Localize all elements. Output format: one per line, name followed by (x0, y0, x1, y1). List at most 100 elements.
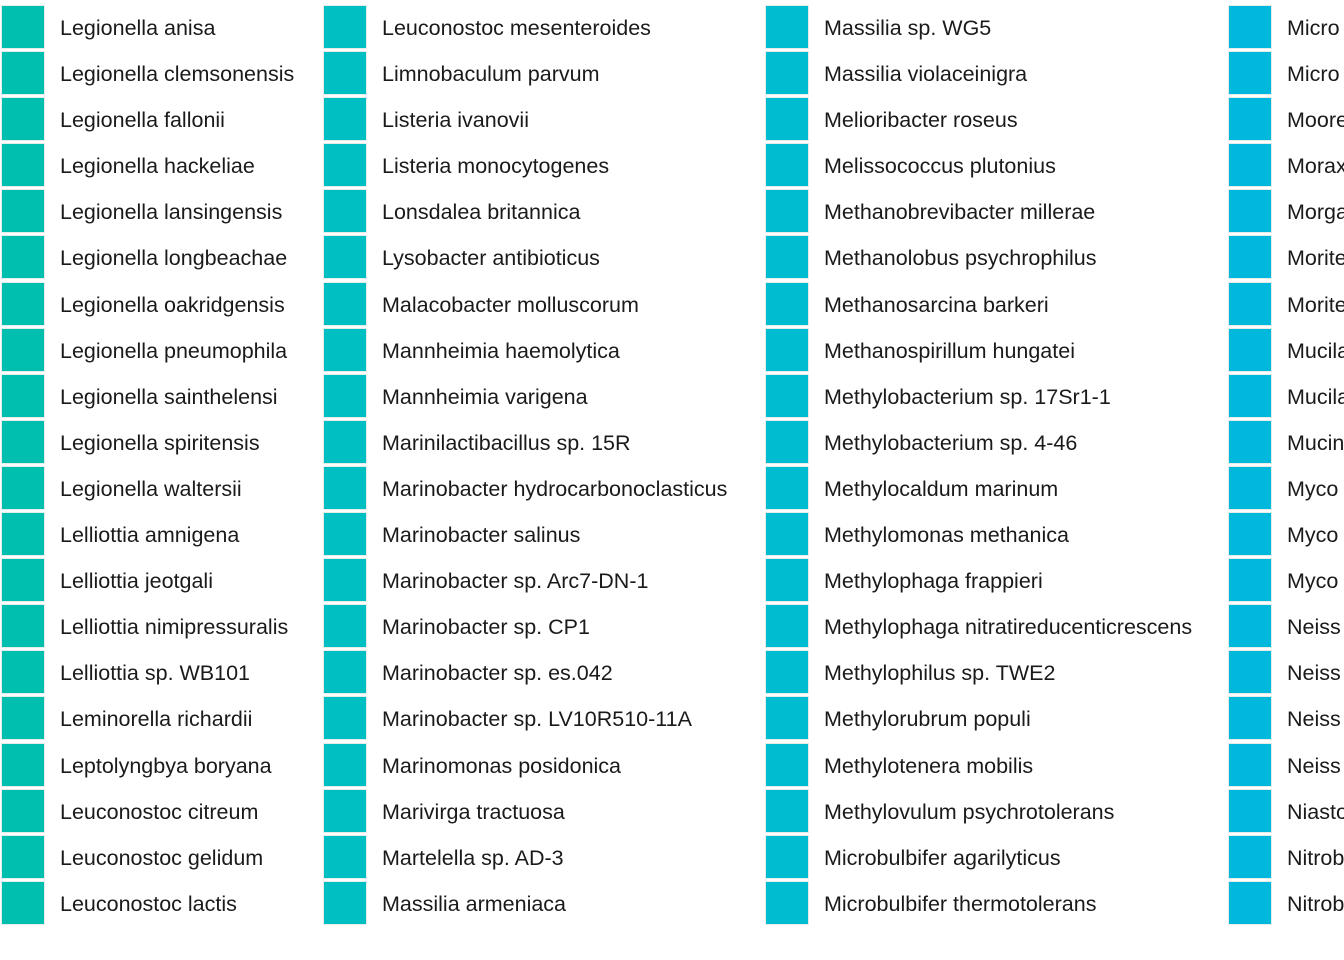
legend-swatch (766, 374, 808, 417)
legend-swatch (1229, 651, 1271, 694)
legend-label: Myco (1287, 523, 1339, 548)
legend-label: Marinobacter sp. CP1 (382, 615, 590, 640)
legend-swatch (2, 52, 44, 95)
legend-swatch (1229, 6, 1271, 48)
legend-label: Niasto (1287, 799, 1344, 824)
legend-swatch (1229, 743, 1271, 786)
legend-label: Lysobacter antibioticus (382, 246, 600, 271)
legend-swatch (324, 190, 366, 233)
legend-label: Leminorella richardii (60, 707, 253, 732)
legend-swatch (324, 605, 366, 648)
legend-label: Leuconostoc citreum (60, 799, 259, 824)
legend-label: Methylocaldum marinum (824, 476, 1059, 501)
legend-swatch (2, 881, 44, 924)
legend-label: Legionella clemsonensis (60, 62, 295, 87)
legend-label: Mucin (1287, 430, 1344, 455)
legend-swatch (2, 835, 44, 878)
legend-label: Methylobacterium sp. 4-46 (824, 430, 1078, 455)
legend-label: Legionella waltersii (60, 476, 242, 501)
legend-swatch (324, 236, 366, 279)
legend-swatch (766, 328, 808, 371)
legend-label: Lelliottia jeotgali (60, 569, 213, 594)
legend-swatch (324, 52, 366, 95)
legend-swatch (324, 513, 366, 556)
legend-swatch (324, 98, 366, 141)
legend-swatch (1229, 190, 1271, 233)
legend-swatch (324, 6, 366, 48)
legend-swatch (324, 420, 366, 463)
legend-swatch (2, 420, 44, 463)
legend-swatch (1229, 881, 1271, 924)
legend-label: Marinilactibacillus sp. 15R (382, 430, 631, 455)
legend-label: Methylophaga nitratireducenticrescens (824, 615, 1193, 640)
legend-swatch (766, 881, 808, 924)
legend-swatch (1229, 236, 1271, 279)
legend-swatch (766, 144, 808, 187)
legend-swatch (1229, 52, 1271, 95)
legend-swatch (1229, 374, 1271, 417)
legend-label: Moore (1287, 108, 1344, 133)
legend-label: Martelella sp. AD-3 (382, 845, 564, 870)
legend-swatch (1229, 466, 1271, 509)
legend-label: Lelliottia amnigena (60, 523, 240, 548)
legend-swatch (324, 559, 366, 602)
legend-label: Massilia violaceinigra (824, 62, 1028, 87)
legend-swatch (324, 789, 366, 832)
legend-label: Mannheimia haemolytica (382, 338, 620, 363)
legend-label: Marinobacter sp. LV10R510-11A (382, 707, 692, 732)
legend-label: Neiss (1287, 707, 1341, 732)
legend-swatch (324, 328, 366, 371)
legend-label: Methanosarcina barkeri (824, 292, 1049, 317)
legend-label: Methanospirillum hungatei (824, 338, 1075, 363)
legend-label: Neiss (1287, 753, 1341, 778)
legend-swatch (2, 466, 44, 509)
legend-label: Legionella pneumophila (60, 338, 288, 363)
legend-label: Lelliottia sp. WB101 (60, 661, 251, 686)
legend-label: Methylophaga frappieri (824, 569, 1043, 594)
legend-swatch (766, 52, 808, 95)
legend-label: Neiss (1287, 615, 1341, 640)
legend-swatch (2, 282, 44, 325)
legend-swatch (2, 605, 44, 648)
legend-swatch (2, 236, 44, 279)
legend-label: Legionella spiritensis (60, 430, 260, 455)
legend-swatch (324, 881, 366, 924)
legend-swatch (1229, 282, 1271, 325)
legend-label: Morite (1287, 292, 1344, 317)
legend-swatch (324, 743, 366, 786)
legend-label: Microbulbifer thermotolerans (824, 891, 1097, 916)
legend-label: Methylomonas methanica (824, 523, 1069, 548)
legend-swatch (324, 697, 366, 740)
legend-swatch (766, 282, 808, 325)
legend-label: Methanolobus psychrophilus (824, 246, 1097, 271)
legend-swatch (766, 236, 808, 279)
legend-label: Morga (1287, 200, 1344, 225)
legend-swatch (1229, 144, 1271, 187)
legend-swatch (324, 144, 366, 187)
legend-swatch (2, 513, 44, 556)
legend-swatch (766, 605, 808, 648)
legend-swatch (766, 466, 808, 509)
legend-swatch (324, 651, 366, 694)
legend-label: Lonsdalea britannica (382, 200, 581, 225)
legend-label: Legionella fallonii (60, 108, 225, 133)
legend-label: Massilia armeniaca (382, 891, 567, 916)
legend-label: Mucila (1287, 384, 1344, 409)
legend-label: Marinobacter sp. Arc7-DN-1 (382, 569, 649, 594)
legend-swatch (2, 144, 44, 187)
legend-label: Myco (1287, 476, 1339, 501)
legend-label: Massilia sp. WG5 (824, 16, 992, 40)
legend-label: Methylobacterium sp. 17Sr1-1 (824, 384, 1111, 409)
legend-label: Methylotenera mobilis (824, 753, 1034, 778)
legend-label: Marinobacter hydrocarbonoclasticus (382, 476, 728, 501)
legend-swatch (2, 6, 44, 48)
legend-label: Marinomonas posidonica (382, 753, 622, 778)
legend-label: Leptolyngbya boryana (60, 753, 272, 778)
legend-swatch (1229, 328, 1271, 371)
legend-label: Legionella oakridgensis (60, 292, 285, 317)
legend-label: Leuconostoc lactis (60, 891, 237, 916)
legend-label: Myco (1287, 569, 1339, 594)
legend-swatch (2, 651, 44, 694)
legend-swatch (2, 190, 44, 233)
